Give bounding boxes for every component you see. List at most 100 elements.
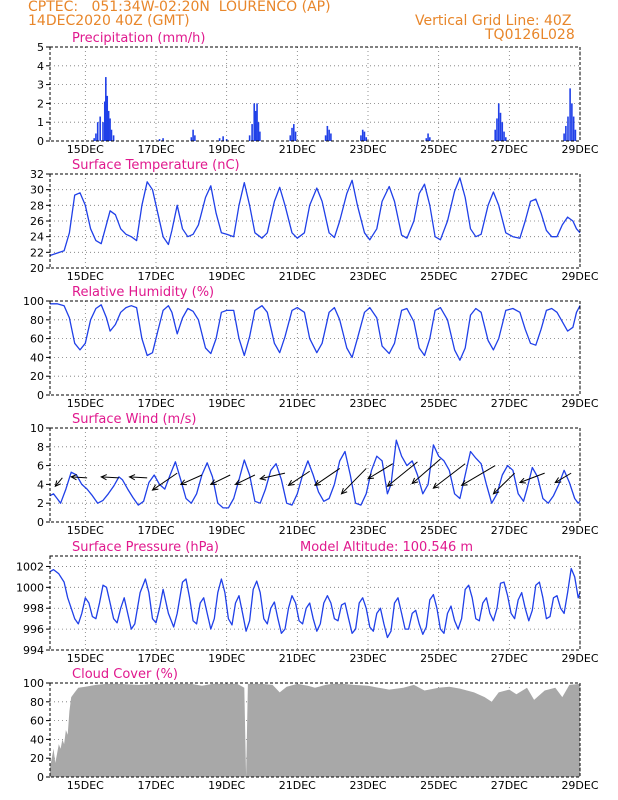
precip-bar: [361, 129, 364, 141]
panel-frame: [49, 300, 581, 396]
y-tick-label: 32: [30, 168, 44, 181]
wind-arrow: [100, 474, 119, 481]
precip-bar: [96, 122, 99, 141]
precip-bar: [563, 133, 565, 141]
wind-arrow-head: [314, 479, 322, 486]
wind-arrow-head: [259, 474, 267, 481]
wind-arrow-shaft: [288, 470, 310, 486]
panel-title: Surface Wind (m/s): [72, 412, 196, 427]
x-tick-label: 25DEC: [420, 270, 457, 283]
wind-arrow-head: [340, 487, 348, 495]
y-tick-label: 30: [30, 184, 44, 197]
wind-arrow-shaft: [314, 468, 341, 486]
x-tick-label: 29DEC: [561, 397, 598, 410]
x-tick-label: 17DEC: [137, 779, 174, 792]
x-tick-label: 15DEC: [67, 397, 104, 410]
grid-note: Vertical Grid Line: 40Z: [415, 13, 572, 29]
wind-arrow-shaft: [555, 472, 572, 483]
model-code: TQ0126L028: [485, 27, 575, 43]
precip-bar: [328, 129, 330, 141]
precip-bar: [291, 127, 293, 141]
wind-arrow: [518, 472, 545, 484]
y-tick-label: 0: [37, 135, 44, 148]
x-tick-label: 21DEC: [279, 270, 316, 283]
precip-bar: [162, 138, 164, 141]
precip-bar: [222, 136, 224, 141]
wind-arrow-shaft: [129, 476, 148, 479]
x-tick-label: 21DEC: [279, 524, 316, 537]
x-tick-label: 17DEC: [137, 143, 174, 156]
y-tick-label: 996: [23, 623, 44, 636]
x-tick-label: 23DEC: [349, 270, 386, 283]
precip-bar: [103, 101, 106, 141]
x-tick-label: 29DEC: [561, 270, 598, 283]
precip-bar: [251, 124, 253, 141]
precip-bar: [571, 103, 573, 141]
y-tick-label: 994: [23, 644, 44, 657]
x-tick-label: 19DEC: [208, 779, 245, 792]
wind-arrow-head: [554, 477, 562, 484]
precip-bar: [256, 103, 258, 141]
y-tick-label: 40: [30, 733, 44, 746]
precip-bar: [105, 77, 107, 141]
y-tick-label: 4: [37, 60, 44, 73]
y-tick-label: 1002: [16, 560, 44, 573]
y-tick-label: 1: [37, 116, 44, 129]
wind-arrow: [179, 474, 203, 486]
precip-bar: [218, 138, 221, 141]
y-tick-label: 20: [30, 370, 44, 383]
wind-arrow: [367, 463, 393, 480]
y-tick-label: 22: [30, 246, 44, 259]
x-tick-label: 21DEC: [279, 779, 316, 792]
wind-arrow-shaft: [461, 465, 496, 486]
y-tick-label: 100: [23, 677, 44, 690]
precip-bar: [499, 112, 502, 141]
x-tick-label: 15DEC: [67, 524, 104, 537]
y-tick-label: 0: [37, 389, 44, 402]
wind-arrow-head: [432, 482, 440, 489]
y-tick-label: 8: [37, 441, 44, 454]
y-tick-label: 40: [30, 351, 44, 364]
panel-title: Relative Humidity (%): [72, 285, 214, 300]
panel-cloud: 15DEC 17DEC 19DEC 21DEC 23DEC 25DEC 27DEC 29DEC…: [23, 667, 599, 792]
wind-arrow-head: [179, 479, 187, 486]
x-tick-label: 27DEC: [491, 779, 528, 792]
y-tick-label: 2: [37, 97, 44, 110]
forecast-date: 14DEC2020 40Z (GMT): [28, 13, 190, 29]
y-tick-label: 60: [30, 333, 44, 346]
x-tick-label: 29DEC: [561, 524, 598, 537]
wind-arrow: [70, 474, 88, 481]
wind-arrow-shaft: [411, 458, 441, 484]
wind-arrow: [209, 474, 231, 485]
wind-arrow-head: [100, 474, 107, 481]
wind-arrow: [54, 477, 63, 488]
precip-bar: [324, 135, 327, 141]
precip-bar: [158, 139, 161, 141]
wind-arrow-head: [492, 487, 500, 495]
x-tick-label: 23DEC: [349, 143, 386, 156]
precip-bar: [574, 129, 577, 141]
precip-bar: [503, 131, 505, 141]
precip-bar: [326, 125, 329, 141]
y-tick-label: 5: [37, 41, 44, 54]
y-tick-label: 60: [30, 715, 44, 728]
precip-bar: [102, 122, 104, 141]
wind-arrow: [432, 463, 466, 489]
x-tick-label: 23DEC: [349, 524, 386, 537]
x-tick-label: 27DEC: [491, 652, 528, 665]
precip-bar: [112, 135, 115, 141]
y-tick-label: 100: [23, 295, 44, 308]
y-tick-label: 6: [37, 460, 44, 473]
wind-arrow: [386, 461, 418, 488]
x-tick-label: 25DEC: [420, 397, 457, 410]
y-tick-label: 1000: [16, 581, 44, 594]
x-tick-label: 25DEC: [420, 652, 457, 665]
x-tick-label: 15DEC: [67, 779, 104, 792]
y-tick-label: 80: [30, 314, 44, 327]
wind-arrow-shaft: [180, 474, 203, 485]
wind-arrow: [314, 468, 341, 486]
precip-bar: [254, 110, 257, 141]
wind-arrow-shaft: [71, 476, 88, 479]
panel-wind: 15DEC 17DEC 19DEC 21DEC 23DEC 25DEC 27DEC 29DEC…: [30, 412, 599, 537]
